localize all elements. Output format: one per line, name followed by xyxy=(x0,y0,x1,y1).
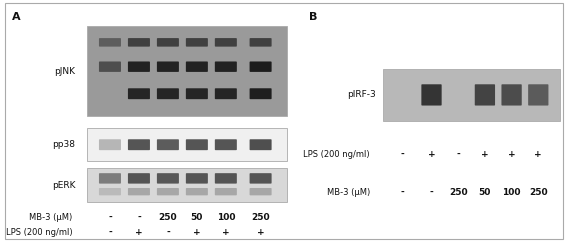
FancyBboxPatch shape xyxy=(215,139,237,150)
Text: 50: 50 xyxy=(191,212,203,221)
FancyBboxPatch shape xyxy=(128,61,150,72)
Text: MB-3 (μM): MB-3 (μM) xyxy=(29,212,72,221)
Text: B: B xyxy=(309,12,317,22)
FancyBboxPatch shape xyxy=(186,88,208,99)
FancyBboxPatch shape xyxy=(99,61,121,72)
FancyBboxPatch shape xyxy=(157,188,179,195)
Text: pp38: pp38 xyxy=(52,140,75,149)
Text: -: - xyxy=(137,212,141,221)
Text: -: - xyxy=(108,212,112,221)
Text: +: + xyxy=(135,228,143,237)
FancyBboxPatch shape xyxy=(157,173,179,184)
Text: +: + xyxy=(222,228,229,237)
Text: +: + xyxy=(428,150,435,159)
Bar xyxy=(87,168,287,202)
Text: -: - xyxy=(400,188,404,197)
Text: -: - xyxy=(400,150,404,159)
Bar xyxy=(87,128,287,161)
FancyBboxPatch shape xyxy=(186,188,208,195)
FancyBboxPatch shape xyxy=(186,61,208,72)
FancyBboxPatch shape xyxy=(99,139,121,150)
Text: +: + xyxy=(534,150,542,159)
Text: MB-3 (μM): MB-3 (μM) xyxy=(327,188,370,197)
FancyBboxPatch shape xyxy=(215,61,237,72)
Text: +: + xyxy=(193,228,201,237)
FancyBboxPatch shape xyxy=(249,173,272,184)
FancyBboxPatch shape xyxy=(157,38,179,47)
FancyBboxPatch shape xyxy=(502,84,522,106)
FancyBboxPatch shape xyxy=(128,88,150,99)
Text: 100: 100 xyxy=(502,188,521,197)
FancyBboxPatch shape xyxy=(215,88,237,99)
FancyBboxPatch shape xyxy=(128,139,150,150)
Text: -: - xyxy=(108,228,112,237)
FancyBboxPatch shape xyxy=(99,188,121,195)
FancyBboxPatch shape xyxy=(249,188,272,195)
Text: +: + xyxy=(257,228,265,237)
FancyBboxPatch shape xyxy=(99,38,121,47)
FancyBboxPatch shape xyxy=(421,84,442,106)
FancyBboxPatch shape xyxy=(99,173,121,184)
FancyBboxPatch shape xyxy=(186,173,208,184)
Text: 50: 50 xyxy=(479,188,491,197)
FancyBboxPatch shape xyxy=(186,38,208,47)
Text: 100: 100 xyxy=(216,212,235,221)
FancyBboxPatch shape xyxy=(528,84,549,106)
Text: -: - xyxy=(456,150,460,159)
Text: pERK: pERK xyxy=(52,181,75,189)
Bar xyxy=(383,69,559,121)
Text: -: - xyxy=(166,228,170,237)
Bar xyxy=(87,26,287,116)
FancyBboxPatch shape xyxy=(215,188,237,195)
Text: A: A xyxy=(11,12,20,22)
FancyBboxPatch shape xyxy=(128,173,150,184)
FancyBboxPatch shape xyxy=(249,38,272,47)
Text: 250: 250 xyxy=(158,212,177,221)
FancyBboxPatch shape xyxy=(475,84,495,106)
Text: 250: 250 xyxy=(251,212,270,221)
FancyBboxPatch shape xyxy=(186,139,208,150)
FancyBboxPatch shape xyxy=(249,88,272,99)
Text: pIRF-3: pIRF-3 xyxy=(346,91,375,99)
Text: pJNK: pJNK xyxy=(54,67,75,76)
FancyBboxPatch shape xyxy=(157,139,179,150)
Text: LPS (200 ng/ml): LPS (200 ng/ml) xyxy=(6,228,72,237)
FancyBboxPatch shape xyxy=(157,88,179,99)
FancyBboxPatch shape xyxy=(249,61,272,72)
FancyBboxPatch shape xyxy=(128,38,150,47)
Text: LPS (200 ng/ml): LPS (200 ng/ml) xyxy=(303,150,370,159)
FancyBboxPatch shape xyxy=(249,139,272,150)
Text: 250: 250 xyxy=(449,188,467,197)
Text: +: + xyxy=(508,150,515,159)
FancyBboxPatch shape xyxy=(215,173,237,184)
FancyBboxPatch shape xyxy=(157,61,179,72)
Text: +: + xyxy=(481,150,488,159)
FancyBboxPatch shape xyxy=(128,188,150,195)
Text: -: - xyxy=(429,188,433,197)
Text: 250: 250 xyxy=(529,188,548,197)
FancyBboxPatch shape xyxy=(215,38,237,47)
